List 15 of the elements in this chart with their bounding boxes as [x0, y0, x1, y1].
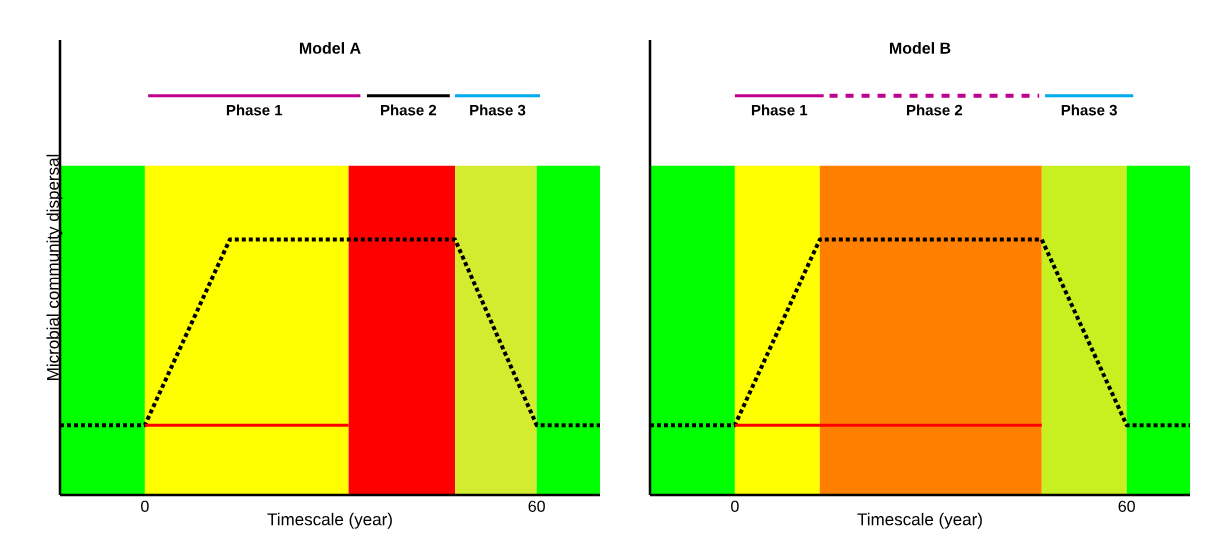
x-tick-label: 60	[528, 500, 545, 512]
series-label: Phase 1	[226, 104, 283, 116]
series-label: Phase 1	[751, 104, 808, 116]
chart-title: Model B	[889, 42, 951, 54]
x-tick-label: 0	[731, 500, 739, 512]
y-axis-title: Microbial community dispersal	[46, 154, 63, 380]
series-label: Phase 2	[381, 104, 437, 116]
x-tick-label: 0	[141, 500, 149, 512]
x-tick-label: 60	[1118, 500, 1135, 512]
series-label: Phase 2	[907, 104, 963, 116]
chart-title: Model A	[299, 42, 361, 54]
x-axis-title: Timescale (year)	[857, 512, 982, 529]
series-label: Phase 3	[1061, 104, 1117, 116]
x-axis-title: Timescale (year)	[267, 512, 392, 529]
series-label: Phase 3	[470, 104, 526, 116]
